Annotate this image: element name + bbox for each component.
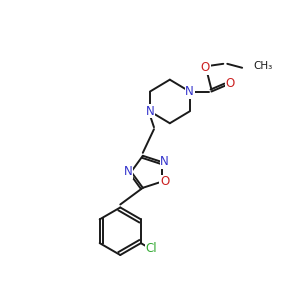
- Text: O: O: [201, 61, 210, 74]
- Text: N: N: [124, 165, 133, 178]
- Text: N: N: [160, 155, 169, 168]
- Text: O: O: [160, 175, 169, 188]
- Text: CH₃: CH₃: [253, 61, 272, 71]
- Text: N: N: [185, 85, 194, 98]
- Text: Cl: Cl: [146, 242, 157, 255]
- Text: N: N: [146, 105, 154, 118]
- Text: O: O: [226, 77, 235, 90]
